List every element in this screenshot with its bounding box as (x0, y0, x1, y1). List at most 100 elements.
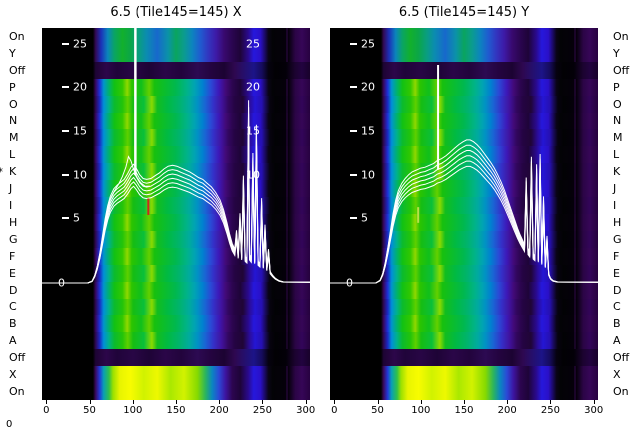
inner-tick-label: 25 (73, 37, 87, 51)
inner-zero-label: 0 (58, 276, 65, 290)
row-label-c: C (0, 299, 40, 316)
x-tick-mark (593, 400, 595, 404)
x-tick-label: 250 (252, 405, 272, 416)
row-label-text: H (613, 215, 622, 229)
row-label-text: Off (613, 351, 630, 365)
row-label-text: H (9, 215, 18, 229)
heatmap-row-x (42, 366, 310, 384)
panel-y-title: 6.5 (Tile145=145) Y (398, 5, 530, 20)
x-tick-label: 300 (584, 405, 604, 416)
row-label-p: P (0, 79, 40, 96)
row-label-text: C (613, 300, 621, 314)
x-tick-label: 150 (166, 405, 186, 416)
inner-tick-dash (62, 174, 69, 176)
row-label-l: L (0, 146, 40, 163)
inner-tick-label: 10 (361, 168, 375, 182)
heatmap-row-off (42, 61, 310, 79)
x-tick-mark (219, 400, 221, 404)
x-tick-label: 0 (331, 405, 338, 416)
heatmap-row-p (42, 78, 310, 96)
heatmap-row-e (42, 264, 310, 282)
profile-curve-extra (109, 155, 151, 200)
x-tick-mark (507, 400, 509, 404)
row-label-h: H (611, 214, 639, 231)
row-label-g: G (611, 231, 639, 248)
row-label-a: A (611, 332, 639, 349)
heatmap-row-a (330, 332, 598, 350)
row-label-o: O (0, 96, 40, 113)
inner-tick-dash (62, 86, 69, 88)
row-label-text: O (613, 97, 622, 111)
x-tick-label: 50 (371, 405, 384, 416)
row-label-e: E (0, 265, 40, 282)
heatmap-row-e (330, 264, 598, 282)
x-tick-label: 100 (123, 405, 143, 416)
heatmap-row-f (42, 247, 310, 265)
row-label-text: F (613, 249, 620, 263)
row-label-on: On (611, 383, 639, 400)
x-tick-label: 150 (454, 405, 474, 416)
heatmap-row-o (42, 95, 310, 113)
heatmap-row-c (330, 298, 598, 316)
row-label-text: D (613, 283, 622, 297)
row-label-k: K (611, 163, 639, 180)
row-label-text: G (9, 232, 18, 246)
x-tick-mark (262, 400, 264, 404)
inner-tick-dash (350, 174, 357, 176)
x-tick-mark (46, 400, 48, 404)
row-label-h: H (0, 214, 40, 231)
row-label-c: C (611, 299, 639, 316)
row-label-text: Off (9, 63, 26, 77)
heatmap-row-on (42, 28, 310, 45)
row-label-n: N (0, 113, 40, 130)
heatmap-row-on (330, 28, 598, 45)
row-label-m: M (611, 129, 639, 146)
row-label-text: X (9, 368, 17, 382)
profile-curve (330, 144, 599, 284)
row-label-b: B (0, 315, 40, 332)
row-label-off: Off (611, 349, 639, 366)
heatmap-row-p (330, 78, 598, 96)
row-label-f: F (611, 248, 639, 265)
x-tick-mark (132, 400, 134, 404)
row-label-text: O (9, 97, 18, 111)
x-tick-mark (377, 400, 379, 404)
row-label-text: Y (9, 46, 16, 60)
inner-tick-label: 20 (73, 80, 87, 94)
row-label-f: F (0, 248, 40, 265)
heatmap-row-x (330, 366, 598, 384)
row-label-text: N (613, 114, 622, 128)
inner-tick-dash (350, 43, 357, 45)
inner-tick-dash (350, 217, 357, 219)
heatmap-row-off (330, 349, 598, 367)
heatmap-row-g (330, 230, 598, 248)
row-label-text: X (613, 368, 621, 382)
row-label-on: On (0, 383, 40, 400)
heatmap-row-y (42, 44, 310, 62)
heatmap-row-on (42, 383, 310, 400)
row-label-text: C (9, 300, 17, 314)
profile-overlay (42, 0, 311, 284)
heatmap-row-o (330, 95, 598, 113)
heatmap-row-a (42, 332, 310, 350)
heatmap-panel-y: 25 20 15 10 5 0 (330, 28, 599, 400)
x-tick-label: 250 (540, 405, 560, 416)
row-label-text: N (9, 114, 18, 128)
row-label-text: L (613, 148, 620, 162)
row-label-on: On (0, 28, 40, 45)
x-tick-label: 0 (43, 405, 50, 416)
row-label-on: On (611, 28, 639, 45)
inner-tick-label: 25 (361, 37, 375, 51)
x-tick-mark (464, 400, 465, 404)
inner-right-tick-label: 25 (246, 37, 260, 51)
heatmap-row-l (42, 146, 310, 164)
row-label-text: On (613, 384, 629, 398)
row-label-d: D (0, 282, 40, 299)
x-tick-mark (176, 400, 177, 404)
profile-curve (330, 165, 599, 284)
row-label-text: P (613, 80, 620, 94)
profile-curve (42, 107, 311, 284)
inner-right-tick-label: 20 (246, 80, 260, 94)
row-label-j: J (0, 180, 40, 197)
row-label-off: Off (0, 62, 40, 79)
